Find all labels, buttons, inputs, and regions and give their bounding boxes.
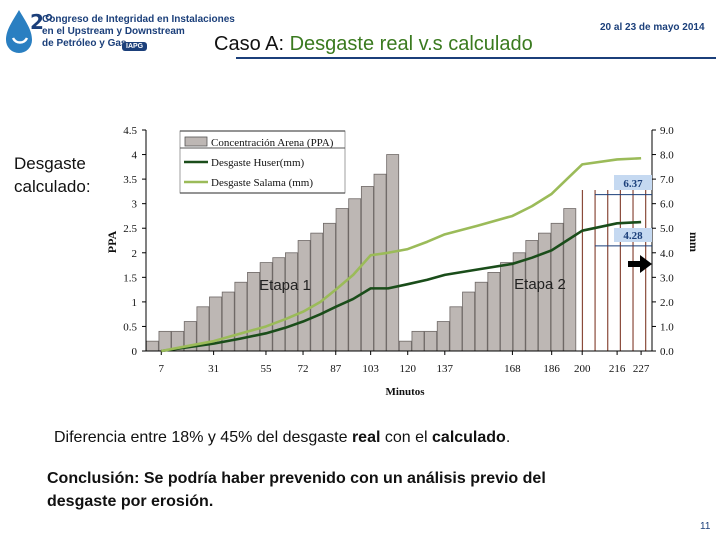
water-drop-icon	[6, 10, 32, 53]
x-axis-label: Minutos	[385, 386, 425, 398]
chart-legend: Concentración Arena (PPA) Desgaste Huser…	[179, 130, 346, 194]
logo-number: 2°	[30, 10, 54, 34]
y-tick-label-left: 0.5	[123, 321, 137, 333]
ppa-bar	[297, 240, 311, 352]
logo-line-3: de Petróleo y Gas	[42, 38, 127, 49]
y-tick-label-right: 2.0	[660, 297, 674, 309]
x-tick-label: 31	[208, 363, 219, 375]
salama-wear-line	[161, 156, 642, 353]
ppa-bar	[449, 306, 463, 352]
y-tick-label-right: 6.0	[660, 199, 674, 211]
note-text-3: .	[505, 429, 511, 446]
slide-title: Caso A: Desgaste real v.s calculado	[214, 33, 533, 56]
ppa-bar	[512, 252, 526, 352]
y-tick-label-right: 7.0	[660, 174, 674, 186]
x-tick-label: 227	[633, 363, 650, 375]
logo-line-2: en el Upstream y Downstream	[42, 26, 185, 37]
legend-label-bars: Concentración Arena (PPA)	[211, 137, 334, 149]
event-date: 20 al 23 de mayo 2014	[600, 22, 705, 33]
wear-chart: 0 0.5 1 1.5 2 2.5 3 3.5 4 4.5 0.0 1.0 2.0 3.0 4.0 5.0 6.…	[105, 125, 701, 398]
ppa-bar	[436, 321, 450, 352]
y-tick-label-left: 3.5	[123, 174, 137, 186]
logo-line-1: Congreso de Integridad en Instalaciones	[42, 14, 235, 25]
ppa-bar	[373, 173, 387, 352]
difference-note: Diferencia entre 18% y 45% del desgaste …	[54, 429, 510, 447]
note-calculado: calculado	[432, 429, 506, 446]
annotation-box-salama	[614, 175, 652, 190]
note-text-2: con el	[380, 429, 433, 446]
ppa-bars	[145, 154, 647, 352]
legend-swatch-bars	[184, 136, 208, 147]
y-tick-label-right: 5.0	[660, 223, 674, 235]
y-tick-label-left: 1.5	[123, 272, 137, 284]
stage-2-label: Etapa 2	[514, 276, 566, 293]
conclusion-text: Conclusión: Se podría haber prevenido co…	[47, 470, 546, 510]
ppa-bar	[322, 222, 336, 352]
wear-lines	[161, 156, 642, 353]
x-tick-label: 120	[399, 363, 416, 375]
ppa-bar	[424, 330, 438, 352]
x-tick-label: 216	[609, 363, 626, 375]
ppa-bar	[500, 262, 513, 352]
title-main: Desgaste real v.s calculado	[289, 33, 533, 55]
annotation-salama-value: 6.37	[623, 178, 643, 190]
ppa-bar	[272, 257, 286, 352]
y-tick-label-left: 2	[132, 248, 138, 260]
side-label: Desgaste calculado:	[14, 154, 91, 196]
y-axis-label-right: mm	[687, 232, 701, 252]
x-tick-label: 186	[543, 363, 560, 375]
ppa-bar	[145, 340, 159, 352]
ppa-bar	[259, 262, 273, 352]
note-real: real	[351, 429, 381, 446]
x-tick-label: 7	[159, 363, 165, 375]
y-tick-label-right: 8.0	[660, 150, 674, 162]
arrow-right-icon	[628, 255, 652, 273]
x-tick-label: 137	[437, 363, 454, 375]
x-tick-label: 72	[298, 363, 309, 375]
annotation-box-huser	[614, 228, 652, 242]
x-tick-label: 200	[574, 363, 591, 375]
legend-label-salama: Desgaste Salama (mm)	[211, 177, 313, 189]
logo-badge: IAPG	[122, 42, 148, 51]
y-tick-label-left: 4.5	[123, 125, 137, 137]
y-tick-label-left: 2.5	[123, 223, 137, 235]
ppa-bar	[462, 291, 475, 352]
ppa-bar	[360, 186, 374, 352]
y-tick-label-right: 3.0	[660, 272, 674, 284]
x-tick-label: 168	[504, 363, 521, 375]
x-tick-label: 103	[362, 363, 379, 375]
x-tick-label: 87	[330, 363, 342, 375]
stage-1-label: Etapa 1	[259, 277, 311, 294]
y-tick-label-right: 4.0	[660, 248, 674, 260]
page-number: 11	[700, 521, 711, 532]
title-prefix: Caso A:	[214, 33, 285, 55]
y-tick-label-left: 4	[132, 150, 138, 162]
huser-wear-line	[161, 220, 642, 353]
y-tick-label-right: 9.0	[660, 125, 674, 137]
header-divider	[236, 57, 716, 59]
ppa-bar	[474, 281, 488, 352]
y-tick-label-right: 1.0	[660, 321, 674, 333]
y-tick-label-left: 1	[132, 297, 138, 309]
y-tick-label-left: 3	[132, 199, 138, 211]
ppa-bar	[411, 330, 425, 352]
y-tick-label-right: 0.0	[660, 346, 674, 358]
note-text-1: Diferencia entre 18% y 45% del desgaste	[54, 429, 352, 446]
y-tick-label-left: 0	[132, 346, 138, 358]
ppa-bar	[398, 340, 412, 352]
legend-label-huser: Desgaste Huser(mm)	[211, 157, 305, 169]
ppa-bar	[158, 330, 172, 352]
x-tick-label: 55	[260, 363, 272, 375]
ppa-bar	[234, 281, 248, 352]
ppa-bar	[247, 272, 260, 352]
ppa-bar	[487, 272, 501, 352]
y-axis-label-left: PPA	[105, 230, 119, 253]
annotation-huser-value: 4.28	[623, 230, 643, 242]
ppa-bar	[285, 252, 298, 352]
ppa-bar	[310, 232, 324, 352]
congress-logo: 2° Congreso de Integridad en Instalacion…	[4, 6, 235, 58]
